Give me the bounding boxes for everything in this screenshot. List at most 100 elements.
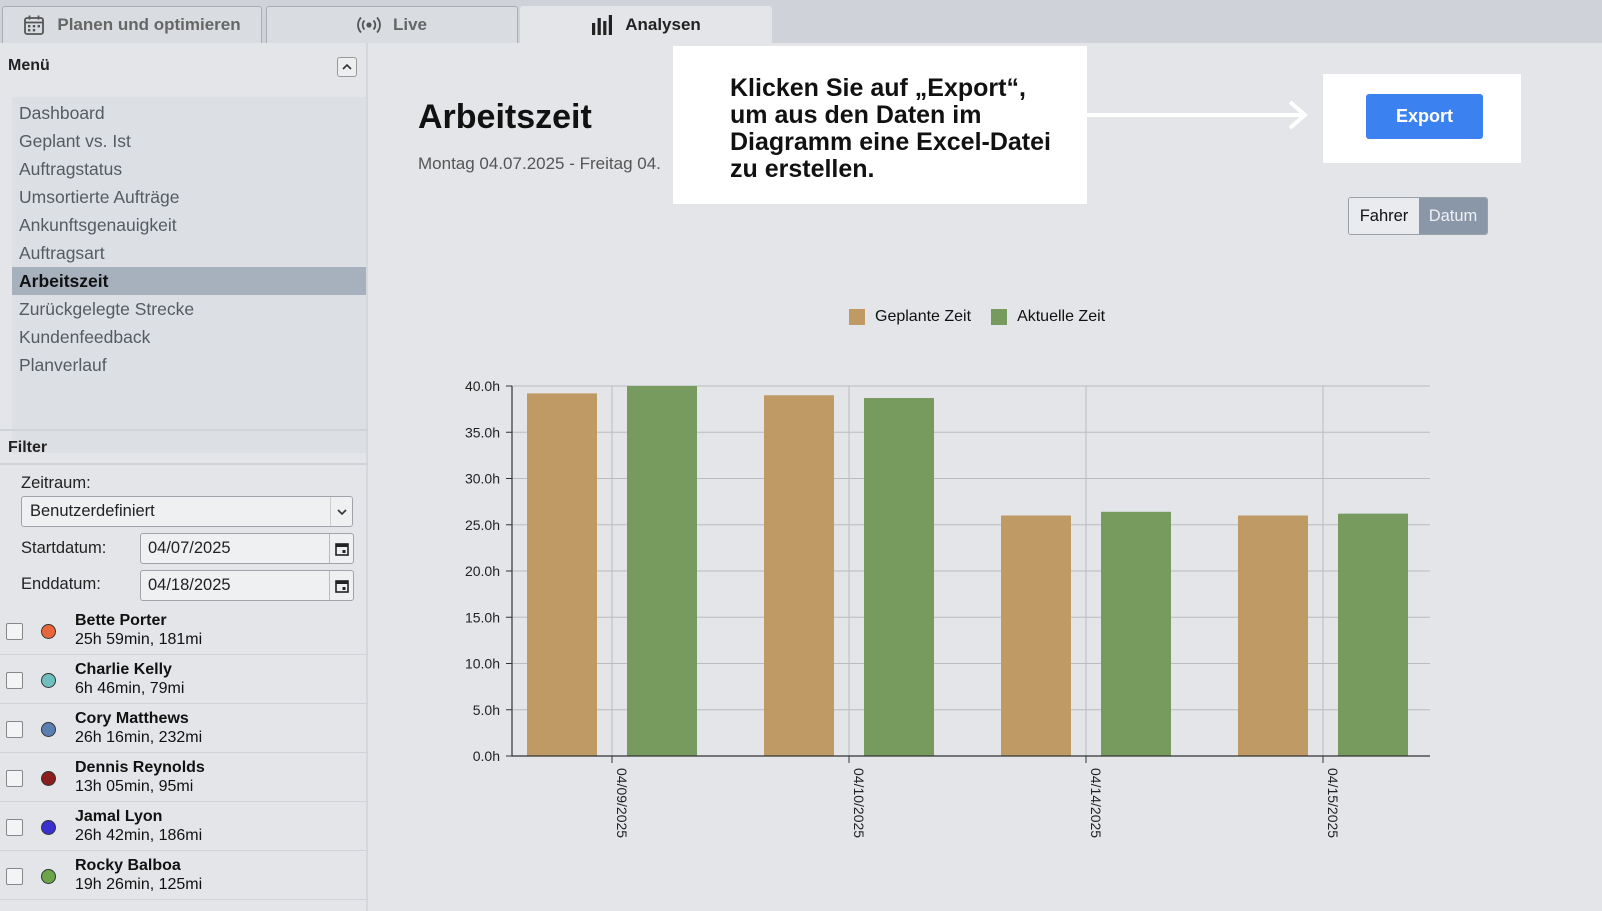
driver-color-dot [41,869,56,884]
y-tick-label: 0.0h [473,748,500,764]
date-range-subtitle: Montag 04.07.2025 - Freitag 04. [418,154,661,173]
legend-swatch-planned [849,309,865,325]
driver-name: Cory Matthews [75,710,189,727]
toggle-fahrer[interactable]: Fahrer [1349,198,1419,234]
menu-item-ankunftsgenauigkeit[interactable]: Ankunftsgenauigkeit [19,215,177,235]
driver-row[interactable]: Jamal Lyon 26h 42min, 186mi [0,802,368,851]
y-tick-label: 40.0h [465,378,500,394]
end-date-input[interactable]: 04/18/2025 [140,570,354,601]
toggle-datum[interactable]: Datum [1419,198,1487,234]
menu-item-kundenfeedback[interactable]: Kundenfeedback [19,327,151,347]
tab-bar: Planen und optimieren Live Analysen [0,0,1602,43]
working-time-chart: 0.0h 5.0h 10.0h 15.0h 20.0h 25.0h 30.0h 35.0h 40… [465,378,1430,838]
callout-line: zu erstellen. [730,155,875,183]
y-tick-label: 30.0h [465,471,500,487]
driver-row[interactable]: Cory Matthews 26h 16min, 232mi [0,704,368,753]
driver-checkbox[interactable] [6,721,23,738]
calendar-picker-icon[interactable] [329,534,353,563]
period-label: Zeitraum: [21,474,91,492]
menu-item-geplant-vs-ist[interactable]: Geplant vs. Ist [19,131,131,151]
driver-name: Charlie Kelly [75,661,172,678]
menu-item-auftragsart[interactable]: Auftragsart [19,243,105,263]
start-date-value: 04/07/2025 [148,539,231,557]
end-date-label: Enddatum: [21,575,101,593]
tab-planen[interactable]: Planen und optimieren [2,6,262,43]
driver-stats: 26h 16min, 232mi [75,729,203,746]
driver-name: Bette Porter [75,612,167,629]
group-by-toggle: Fahrer Datum [1348,197,1488,235]
bar-actual [864,398,934,756]
x-tick-label: 04/09/2025 [614,768,630,838]
menu-item-umsortierte-auftraege[interactable]: Umsortierte Aufträge [19,187,180,207]
bar-chart-icon [591,15,613,35]
tab-analysen[interactable]: Analysen [520,6,772,43]
y-tick-label: 5.0h [473,702,500,718]
filter-title: Filter [0,429,368,465]
driver-checkbox[interactable] [6,623,23,640]
driver-color-dot [41,771,56,786]
x-tick-label: 04/15/2025 [1325,768,1341,838]
driver-stats: 19h 26min, 125mi [75,876,203,893]
driver-row[interactable]: Rocky Balboa 19h 26min, 125mi [0,851,368,900]
export-hint-callout: Klicken Sie auf „Export“, um aus den Dat… [673,46,1087,204]
bar-actual [1101,511,1171,756]
y-tick-label: 15.0h [465,609,500,625]
menu-item-dashboard[interactable]: Dashboard [19,103,105,123]
chevron-down-icon [330,497,352,526]
driver-color-dot [41,624,56,639]
driver-stats: 13h 05min, 95mi [75,778,194,795]
driver-color-dot [41,820,56,835]
menu-item-planverlauf[interactable]: Planverlauf [19,355,107,375]
legend-label-actual: Aktuelle Zeit [1017,308,1106,325]
menu-item-zurueckgelegte-strecke[interactable]: Zurückgelegte Strecke [19,299,195,319]
bar-planned [1238,515,1308,756]
driver-color-dot [41,722,56,737]
driver-name: Dennis Reynolds [75,759,205,776]
driver-stats: 26h 42min, 186mi [75,827,203,844]
y-tick-label: 20.0h [465,563,500,579]
menu-item-arbeitszeit[interactable]: Arbeitszeit [12,267,366,295]
period-select[interactable]: Benutzerdefiniert [21,496,353,527]
driver-row[interactable]: Charlie Kelly 6h 46min, 79mi [0,655,368,704]
start-date-input[interactable]: 04/07/2025 [140,533,354,564]
collapse-menu-button[interactable] [337,57,357,77]
driver-checkbox[interactable] [6,868,23,885]
tab-analysen-label: Analysen [625,15,701,34]
y-tick-label: 25.0h [465,517,500,533]
callout-line: um aus den Daten im [730,101,982,129]
x-tick-label: 04/10/2025 [851,768,867,838]
calendar-icon [23,14,45,36]
menu-list: Dashboard Geplant vs. Ist Auftragstatus … [12,97,366,453]
legend-label-planned: Geplante Zeit [875,308,972,325]
driver-row[interactable]: Bette Porter 25h 59min, 181mi [0,606,368,655]
callout-line: Diagramm eine Excel-Datei [730,128,1051,156]
tab-live-label: Live [392,15,428,34]
callout-line: Klicken Sie auf „Export“, [730,74,1026,102]
legend-item-planned: Geplante Zeit [849,308,971,326]
bar-actual [627,386,697,756]
end-date-value: 04/18/2025 [148,576,231,594]
tab-live[interactable]: Live [266,6,518,43]
period-select-value: Benutzerdefiniert [30,502,155,520]
driver-checkbox[interactable] [6,819,23,836]
y-tick-label: 35.0h [465,424,500,440]
tab-planen-label: Planen und optimieren [57,15,241,34]
driver-stats: 6h 46min, 79mi [75,680,185,697]
driver-name: Rocky Balboa [75,857,181,874]
bar-planned [1001,515,1071,756]
menu-title: Menü [8,57,50,74]
driver-stats: 25h 59min, 181mi [75,631,203,648]
calendar-picker-icon[interactable] [329,571,353,600]
y-tick-label: 10.0h [465,656,500,672]
bar-actual [1338,513,1408,756]
menu-item-auftragstatus[interactable]: Auftragstatus [19,159,123,179]
export-button[interactable]: Export [1366,94,1483,139]
start-date-label: Startdatum: [21,539,107,557]
driver-row[interactable]: Dennis Reynolds 13h 05min, 95mi [0,753,368,802]
driver-checkbox[interactable] [6,672,23,689]
driver-checkbox[interactable] [6,770,23,787]
x-tick-label: 04/14/2025 [1088,768,1104,838]
sidebar: Menü Dashboard Geplant vs. Ist Auftragst… [0,43,368,911]
arrow-right-icon [1086,100,1309,130]
bar-planned [527,393,597,756]
